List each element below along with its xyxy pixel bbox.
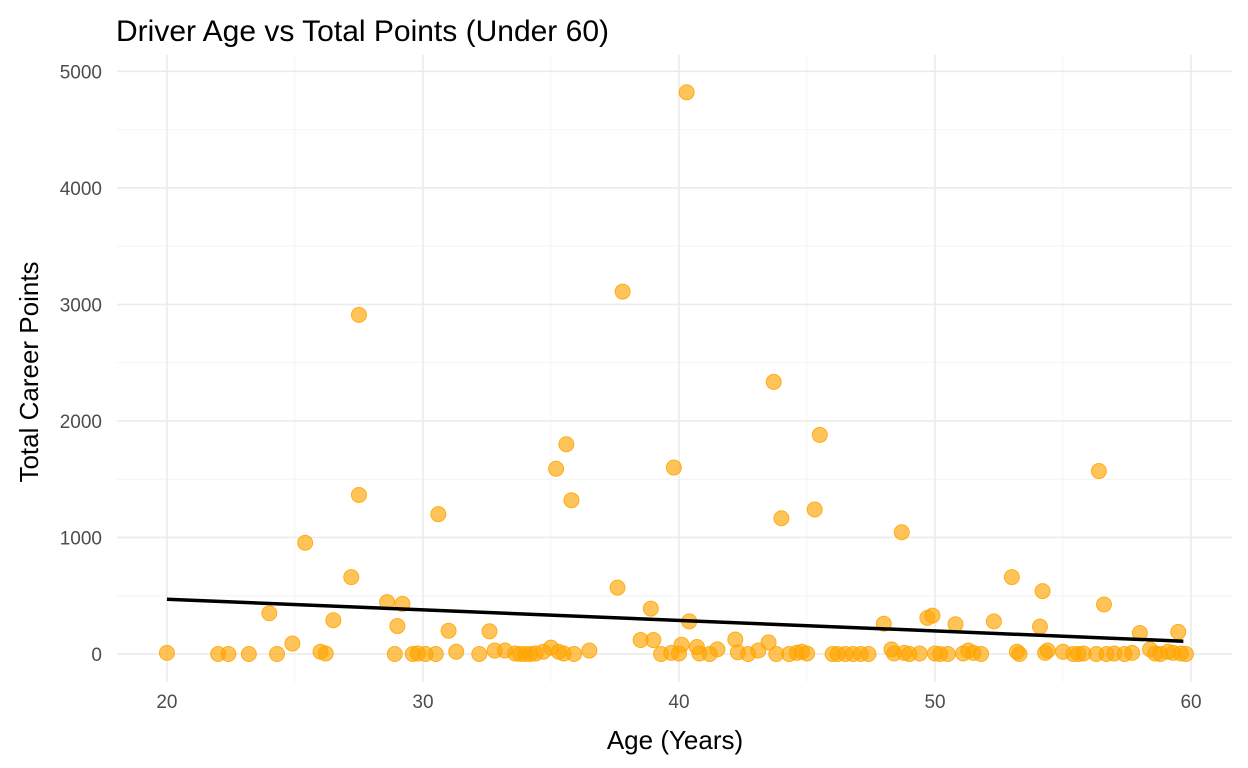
data-point <box>158 644 175 661</box>
data-point <box>471 646 488 663</box>
y-axis-ticks: 0 1000 2000 3000 4000 5000 <box>60 62 102 666</box>
x-tick-label: 50 <box>924 692 945 713</box>
data-point <box>581 642 598 659</box>
data-point <box>240 646 257 663</box>
data-point <box>765 373 782 390</box>
y-tick-label: 2000 <box>60 412 102 433</box>
data-point <box>440 622 457 639</box>
data-point <box>947 616 964 633</box>
data-point <box>893 524 910 541</box>
data-point <box>325 612 342 629</box>
data-point <box>1031 618 1048 635</box>
data-point <box>1177 646 1194 663</box>
data-point <box>806 501 823 518</box>
data-point <box>1011 646 1028 663</box>
data-point <box>1095 596 1112 613</box>
data-point <box>645 632 662 649</box>
data-point <box>386 646 403 663</box>
data-point <box>642 600 659 617</box>
data-point <box>317 645 334 662</box>
x-tick-label: 30 <box>412 692 433 713</box>
data-point <box>798 645 815 662</box>
data-point <box>1034 583 1051 600</box>
x-axis-ticks: 20 30 40 50 60 <box>156 692 1201 713</box>
data-point <box>430 506 447 523</box>
data-point <box>558 436 575 453</box>
data-points <box>158 84 1194 663</box>
data-point <box>269 646 286 663</box>
chart-title: Driver Age vs Total Points (Under 60) <box>116 15 609 48</box>
x-tick-label: 60 <box>1180 692 1201 713</box>
data-point <box>678 84 695 101</box>
data-point <box>563 492 580 509</box>
data-point <box>609 579 626 596</box>
data-point <box>760 634 777 651</box>
y-tick-label: 0 <box>91 645 102 666</box>
data-point <box>448 643 465 660</box>
data-point <box>389 618 406 635</box>
data-point <box>1039 642 1056 659</box>
trend-line-group <box>166 597 1184 643</box>
trend-line <box>166 597 1184 643</box>
data-point <box>343 569 360 586</box>
data-point <box>566 646 583 663</box>
data-point <box>811 426 828 443</box>
data-point <box>220 646 237 663</box>
data-point <box>297 534 314 551</box>
data-point <box>673 636 690 653</box>
data-point <box>350 306 367 323</box>
data-point <box>1170 623 1187 640</box>
data-point <box>1003 569 1020 586</box>
y-tick-label: 4000 <box>60 179 102 200</box>
data-point <box>939 646 956 663</box>
x-tick-label: 20 <box>156 692 177 713</box>
data-point <box>261 605 278 622</box>
x-tick-label: 40 <box>668 692 689 713</box>
y-tick-label: 1000 <box>60 528 102 549</box>
data-point <box>973 646 990 663</box>
data-point <box>860 646 877 663</box>
data-point <box>985 613 1002 630</box>
data-point <box>350 486 367 503</box>
data-point <box>709 641 726 658</box>
y-tick-label: 3000 <box>60 295 102 316</box>
data-point <box>773 510 790 527</box>
data-point <box>481 623 498 640</box>
y-axis-label: Total Career Points <box>14 261 44 482</box>
data-point <box>614 283 631 300</box>
data-point <box>284 635 301 652</box>
data-point <box>665 459 682 476</box>
y-tick-label: 5000 <box>60 62 102 83</box>
data-point <box>548 460 565 477</box>
data-point <box>1124 644 1141 661</box>
data-point <box>924 607 941 624</box>
minor-gridlines <box>117 55 1232 682</box>
data-point <box>911 645 928 662</box>
major-gridlines <box>117 55 1232 682</box>
data-point <box>1090 463 1107 480</box>
x-axis-label: Age (Years) <box>607 725 743 755</box>
data-point <box>427 646 444 663</box>
